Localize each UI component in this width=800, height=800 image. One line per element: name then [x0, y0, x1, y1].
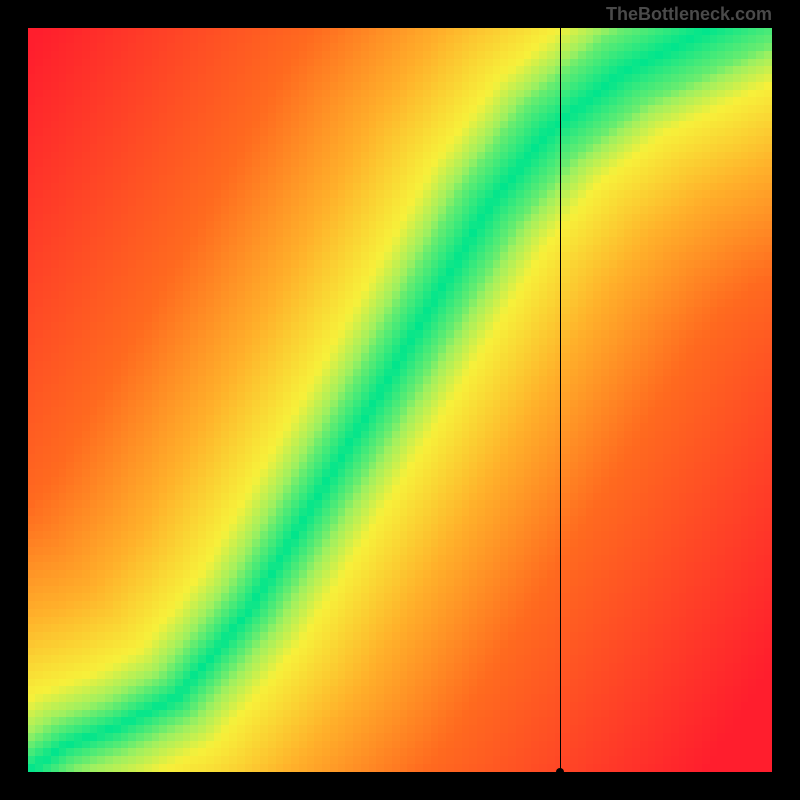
crosshair-marker — [556, 768, 564, 776]
watermark-text: TheBottleneck.com — [606, 4, 772, 25]
chart-frame: TheBottleneck.com — [0, 0, 800, 800]
heatmap-plot — [28, 28, 772, 772]
heatmap-canvas — [28, 28, 772, 772]
crosshair-horizontal — [28, 772, 772, 773]
crosshair-vertical — [560, 28, 561, 772]
